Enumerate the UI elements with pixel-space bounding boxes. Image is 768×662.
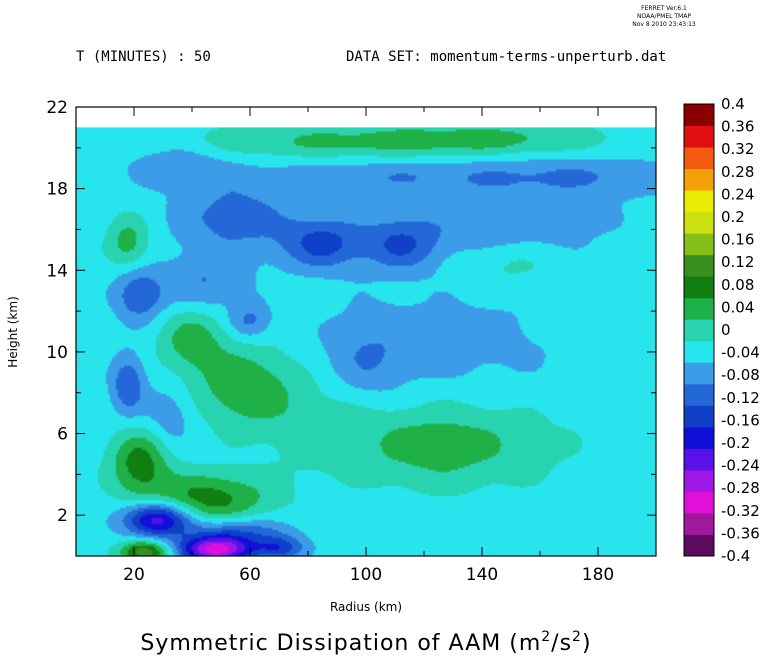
heatmap-image	[76, 127, 656, 556]
colorbar-label: 0.28	[721, 163, 754, 181]
colorbar-swatch	[684, 211, 714, 234]
y-tick-label: 6	[57, 425, 68, 445]
colorbar-swatch	[684, 254, 714, 277]
colorbar-swatch	[684, 104, 714, 127]
colorbar-label: 0.24	[721, 185, 754, 203]
x-tick-label: 100	[350, 565, 382, 585]
colorbar-swatch	[684, 125, 714, 148]
y-tick-label: 10	[46, 343, 68, 363]
y-tick-label: 18	[46, 180, 68, 200]
ferret-stamp-line3: Nov 8 2010 23:43:13	[632, 21, 696, 28]
chart-title-exp-a: 2	[541, 629, 551, 645]
dataset-label: DATA SET: momentum-terms-unperturb.dat	[346, 49, 666, 65]
colorbar-swatch	[684, 469, 714, 492]
colorbar-label: 0.32	[721, 140, 754, 158]
x-tick-label: 140	[466, 565, 498, 585]
colorbar-swatch	[684, 534, 714, 557]
colorbar-swatch	[684, 362, 714, 385]
time-label: T (MINUTES) : 50	[76, 49, 211, 65]
colorbar-label: 0.2	[721, 208, 745, 226]
colorbar-label: 0	[721, 321, 731, 339]
y-tick-label: 14	[46, 261, 68, 281]
x-tick-label: 60	[239, 565, 261, 585]
colorbar-label: -0.28	[721, 479, 760, 497]
colorbar-label: 0.04	[721, 298, 754, 316]
colorbar-swatch	[684, 297, 714, 320]
colorbar-label: -0.2	[721, 434, 750, 452]
y-axis-label: Height (km)	[6, 296, 20, 367]
colorbar-label: -0.24	[721, 457, 760, 475]
colorbar-label: -0.04	[721, 344, 760, 362]
colorbar-swatch	[684, 190, 714, 213]
colorbar-label: 0.36	[721, 118, 754, 136]
x-tick-label: 180	[582, 565, 614, 585]
colorbar-swatch	[684, 168, 714, 191]
colorbar-label: 0.16	[721, 231, 754, 249]
colorbar-label: 0.12	[721, 253, 754, 271]
colorbar-label: -0.16	[721, 411, 760, 429]
colorbar-swatch	[684, 383, 714, 406]
colorbar-label: -0.32	[721, 502, 760, 520]
colorbar-swatch	[684, 512, 714, 535]
colorbar: 0.4 0.36 0.32 0.28 0.24 0.2 0.16 0.12 0.08 0.04 0 -…	[683, 95, 760, 565]
colorbar-swatch	[684, 405, 714, 428]
colorbar-swatch	[684, 491, 714, 514]
colorbar-swatch	[684, 233, 714, 256]
colorbar-swatch	[684, 340, 714, 363]
plot-area	[76, 127, 656, 556]
ferret-stamp-line1: FERRET Ver.6.1	[641, 5, 687, 12]
colorbar-label: 0.4	[721, 95, 745, 113]
colorbar-label: -0.36	[721, 524, 760, 542]
x-axis-label: Radius (km)	[330, 600, 402, 614]
y-tick-label: 2	[57, 506, 68, 526]
y-axis: 2 6 10 14 18 22	[46, 98, 656, 557]
x-axis: 20 60 100 140 180	[75, 107, 657, 585]
chart-title-main: Symmetric Dissipation of AAM (m	[140, 631, 541, 656]
chart-title: Symmetric Dissipation of AAM (m2/s2)	[140, 629, 591, 656]
colorbar-swatch	[684, 276, 714, 299]
colorbar-swatch	[684, 426, 714, 449]
chart-title-mid: /s	[551, 631, 572, 656]
chart-title-exp-b: 2	[572, 629, 582, 645]
colorbar-label: 0.08	[721, 276, 754, 294]
x-tick-label: 20	[123, 565, 145, 585]
colorbar-label: -0.4	[721, 547, 750, 565]
colorbar-swatch	[684, 448, 714, 471]
colorbar-swatch	[684, 319, 714, 342]
ferret-stamp-line2: NOAA/PMEL TMAP	[637, 13, 691, 20]
y-tick-label: 22	[46, 98, 68, 118]
colorbar-frame	[683, 103, 715, 557]
chart-title-end: )	[582, 631, 592, 656]
colorbar-label: -0.08	[721, 366, 760, 384]
colorbar-swatch	[684, 147, 714, 170]
colorbar-label: -0.12	[721, 389, 760, 407]
